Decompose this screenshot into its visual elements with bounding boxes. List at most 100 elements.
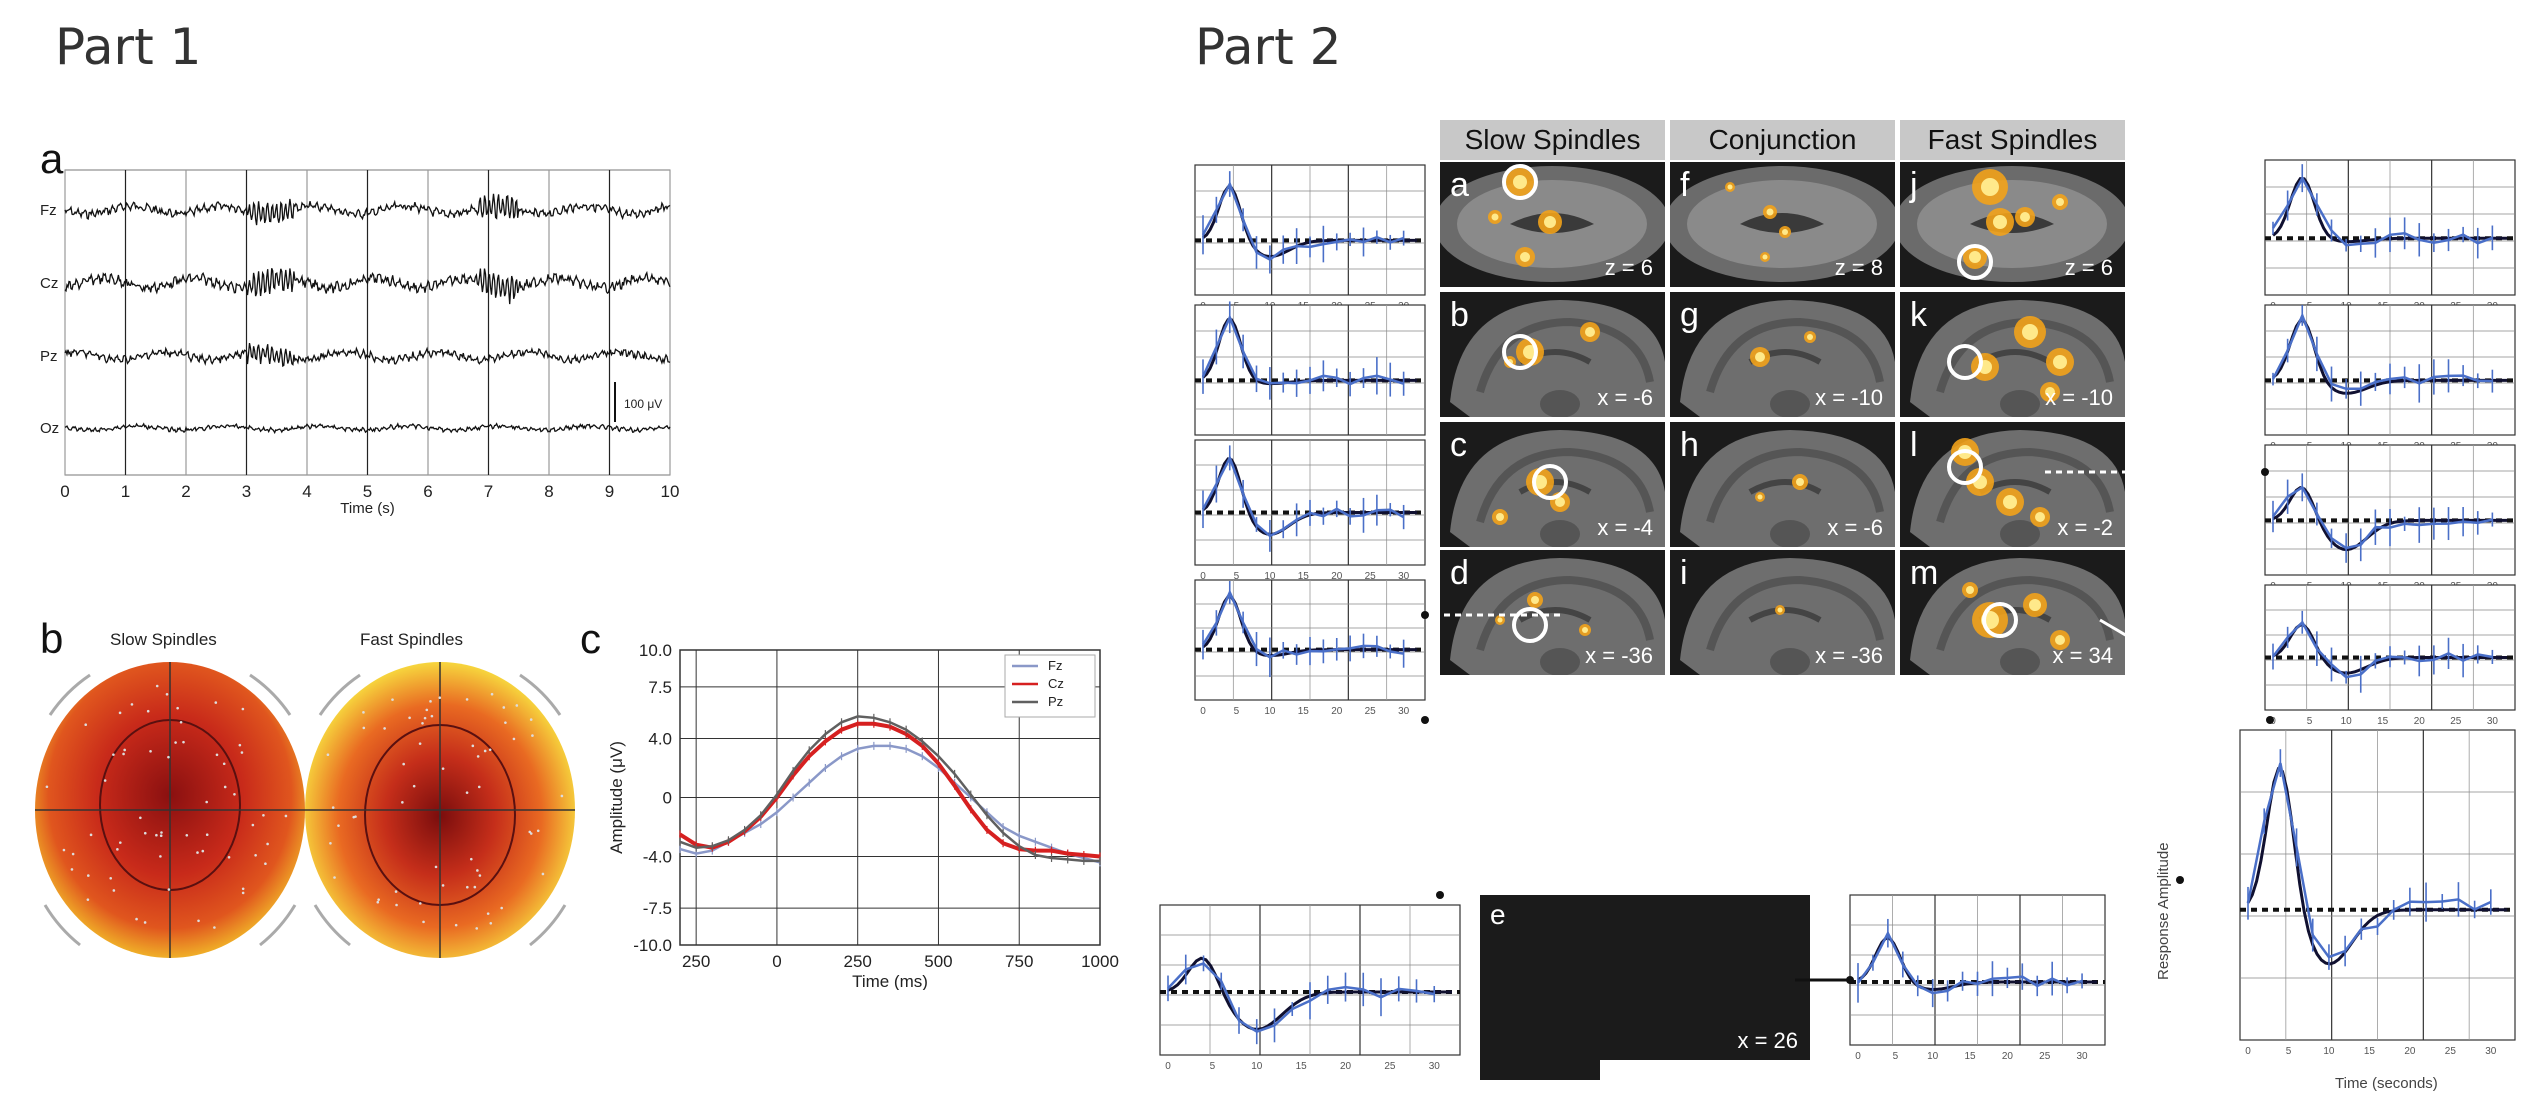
electrode-dot: [376, 900, 380, 904]
brain-slice-image: [1450, 300, 1665, 417]
brain-sulcus: [1936, 447, 2114, 524]
activation-peak: [2045, 387, 2055, 397]
mri-panel-a: a z = 6: [1440, 162, 1665, 287]
mri-panel-m: m x = 34: [1900, 550, 2125, 675]
mri-panel-e-sagittal: x = 26: [1540, 895, 1810, 1060]
brainstem: [1540, 648, 1580, 675]
fast-spindle-topomap: [305, 662, 575, 958]
eeg-channel-label: Oz: [40, 420, 59, 437]
panel-b-letter: b: [40, 615, 64, 662]
hrf-x-tick: 5: [1893, 1051, 1899, 1062]
roi-connector-arrow: [1424, 698, 1541, 722]
erp-y-tick: 10.0: [639, 641, 672, 660]
activation-peak: [1807, 334, 1813, 340]
electrode-dot: [238, 743, 242, 747]
erp-y-tick: 4.0: [648, 730, 672, 749]
activation-peak: [2020, 212, 2030, 222]
erp-x-axis-label: Time (ms): [852, 972, 928, 990]
eeg-trace-pz: [64, 342, 671, 368]
brain-slice-image: [1450, 430, 1665, 547]
panel-c-letter: c: [580, 615, 601, 662]
electrode-dot: [167, 755, 170, 759]
corpus-callosum: [1748, 607, 1822, 623]
electrode-dot: [408, 716, 411, 720]
topomap-figure: [35, 662, 575, 958]
electrode-dot: [421, 721, 424, 725]
electrode-dot: [241, 887, 245, 891]
arrow-head: [2266, 716, 2274, 724]
electrode-dot: [146, 709, 150, 713]
activation-peak: [1969, 251, 1981, 263]
electrode-dot: [529, 832, 533, 835]
erp-y-tick: -10.0: [633, 936, 672, 955]
electrode-dot: [205, 800, 208, 804]
hrf-data-series: [1201, 454, 1405, 538]
electrode-dot: [215, 753, 219, 757]
hrf-x-tick: 30: [1398, 706, 1410, 717]
electrode-dot: [45, 785, 49, 789]
erp-legend-label: Pz: [1048, 694, 1063, 709]
hrf-data-series: [1201, 589, 1404, 659]
roi-circle: [1947, 344, 1983, 380]
activation-peak: [1555, 497, 1565, 507]
arrow-head: [1846, 976, 1854, 984]
hrf-data-series: [2271, 312, 2493, 391]
electrode-dot: [329, 841, 332, 845]
electrode-dot: [165, 692, 169, 696]
electrode-dot: [441, 767, 445, 770]
electrode-dot: [254, 853, 257, 857]
electrode-dot: [476, 869, 479, 872]
electrode-dot: [241, 891, 245, 895]
erp-y-axis-label: Amplitude (μV): [607, 741, 626, 854]
electrode-dot: [62, 848, 66, 852]
electrode-dot: [262, 813, 265, 817]
activation-peak: [2003, 495, 2017, 509]
electrode-dot: [201, 849, 205, 853]
hrf-x-tick: 30: [2485, 1046, 2497, 1057]
electrode-dot: [502, 706, 506, 709]
hrf-x-tick: 30: [1429, 1061, 1441, 1072]
electrode-dot: [174, 741, 177, 744]
mri-slice-coordinate: x = -10: [2045, 385, 2113, 410]
mri-panel-k: k x = -10: [1900, 292, 2125, 417]
electrode-dot: [475, 927, 479, 930]
hrf-x-tick: 25: [2039, 1051, 2051, 1062]
hrf-x-tick: 0: [1165, 1061, 1171, 1072]
activation-peak: [1757, 494, 1763, 500]
corpus-callosum: [1748, 479, 1822, 495]
electrode-dot: [135, 917, 138, 921]
hrf-x-tick: 10: [1264, 571, 1276, 582]
hrf-x-tick: 0: [1855, 1051, 1861, 1062]
activation-peak: [1766, 208, 1774, 216]
eeg-x-tick: 2: [181, 482, 190, 501]
electrode-dot: [488, 748, 492, 752]
activation-peak: [1531, 596, 1539, 604]
header-slow-spindles: Slow Spindles: [1440, 120, 1665, 160]
erp-x-tick: 250: [844, 952, 872, 971]
activation-peak: [2056, 198, 2064, 206]
header-conjunction: Conjunction: [1670, 120, 1895, 160]
brain-slice-image: [1910, 558, 2125, 675]
electrode-dot: [560, 794, 564, 798]
erp-x-tick: 0: [772, 952, 781, 971]
electrode-dot: [377, 898, 380, 901]
electrode-dot: [87, 874, 90, 877]
electrode-dot: [541, 872, 545, 876]
hrf-data-series: [1201, 180, 1404, 261]
electrode-dot: [412, 784, 416, 788]
roi-circle: [1947, 449, 1983, 485]
hrf-x-tick: 15: [2364, 1046, 2376, 1057]
activation-peak: [1993, 215, 2007, 229]
panel-e-coord: x = 26: [1737, 1028, 1798, 1053]
eeg-x-tick: 4: [302, 482, 311, 501]
mri-slice-coordinate: x = -36: [1815, 643, 1883, 668]
arrow-head: [1436, 891, 1444, 899]
part2-title: Part 2: [1195, 18, 1342, 76]
electrode-dot: [103, 779, 107, 782]
mri-slice-coordinate: x = -2: [2057, 515, 2113, 540]
mri-slice-coordinate: x = -10: [1815, 385, 1883, 410]
erp-y-tick: 7.5: [648, 678, 672, 697]
hrf-x-tick: 30: [1398, 571, 1410, 582]
electrode-dot: [130, 703, 134, 706]
mri-panel-i: i x = -36: [1670, 550, 1895, 675]
